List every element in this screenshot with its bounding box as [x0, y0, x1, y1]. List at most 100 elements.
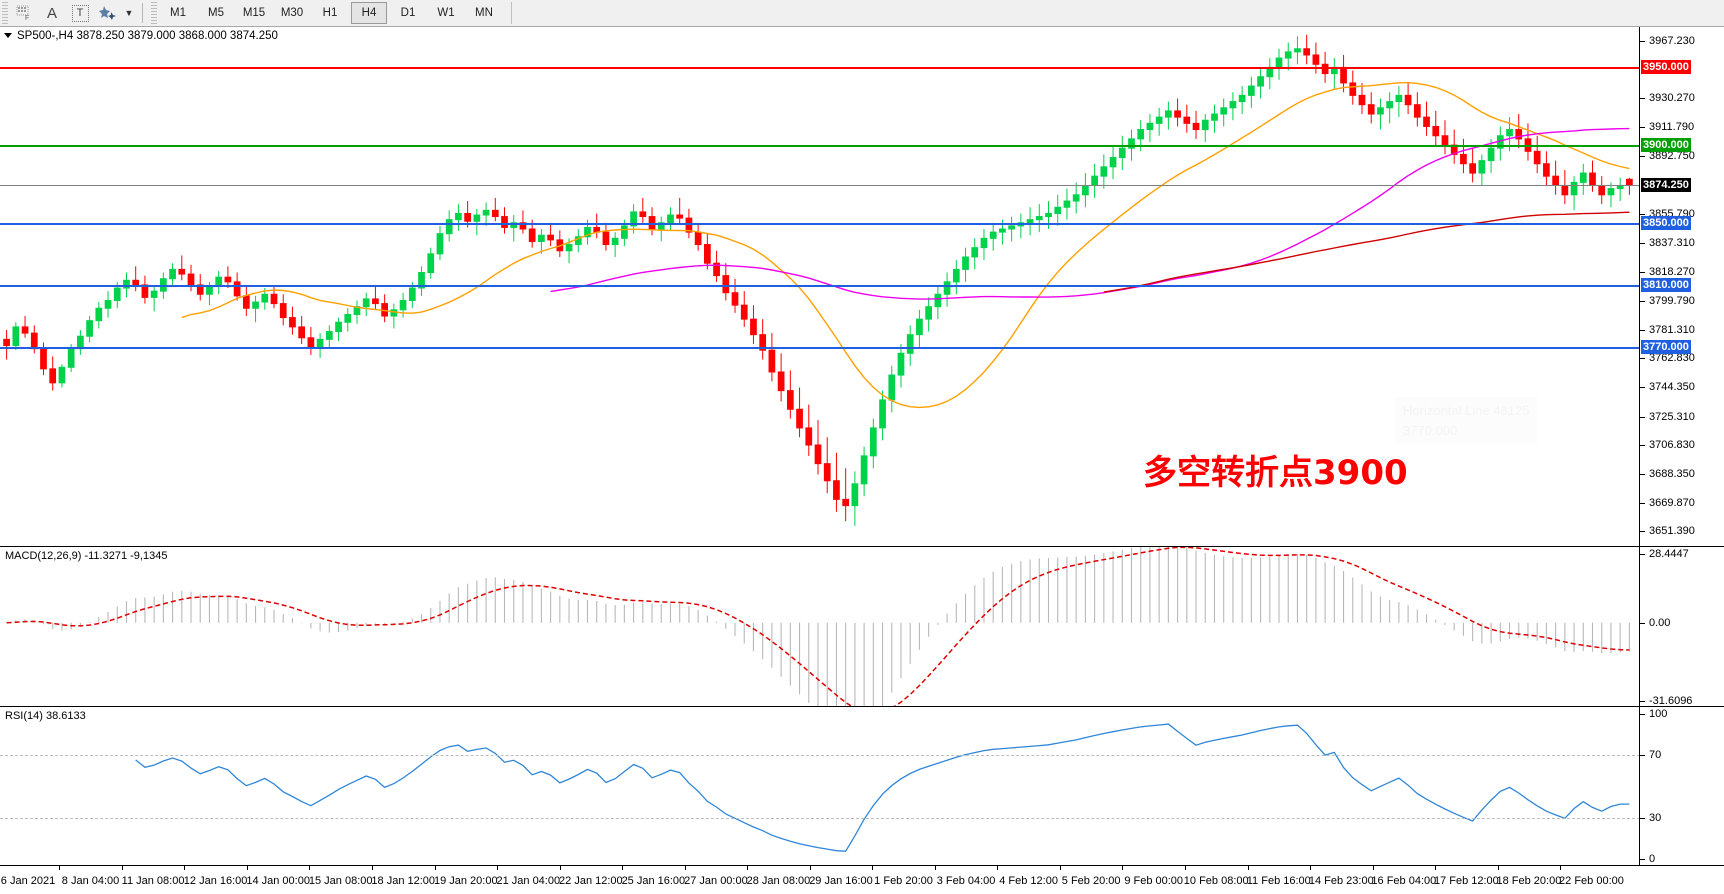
time-axis-label: 8 Jan 04:00 [61, 875, 120, 887]
horizontal-line-3770-000[interactable] [0, 347, 1640, 350]
text-label-tool-icon[interactable]: T [66, 1, 94, 25]
horizontal-line-3874-250[interactable] [0, 185, 1640, 187]
rsi-axis-tick: 70 [1640, 749, 1661, 761]
time-axis-tick [497, 866, 499, 870]
macd-pane[interactable]: MACD(12,26,9) -11.3271 -9,1345 28.4447 0.… [0, 546, 1724, 707]
timeframe-button-m1[interactable]: M1 [170, 7, 186, 19]
crosshair-grid-icon[interactable]: F [10, 1, 38, 25]
time-axis-tick [1372, 866, 1374, 870]
price-pane[interactable]: SP500-,H4 3878.250 3879.000 3868.000 387… [0, 27, 1724, 546]
time-axis-label: 28 Jan 08:00 [746, 875, 811, 887]
time-axis-tick [622, 866, 624, 870]
time-axis[interactable]: 6 Jan 2021 8 Jan 04:00 11 Jan 08:00 12 Jan … [0, 865, 1724, 894]
price-axis-tick: 3781.310 [1640, 324, 1695, 336]
chart-toolbar: F A T ▼ M1 M5 M15 M30 H1 H4 D1 W1 MN [0, 0, 1724, 27]
time-axis-label: 14 Jan 00:00 [246, 875, 310, 887]
time-axis-tick [1059, 866, 1061, 870]
time-axis-label: 17 Feb 12:00 [1433, 875, 1499, 887]
symbol-header: SP500-,H4 3878.250 3879.000 3868.000 387… [4, 30, 278, 42]
time-axis-tick [434, 866, 436, 870]
time-axis-tick [1560, 866, 1562, 870]
macd-axis-tick: 0.00 [1640, 617, 1670, 629]
time-axis-tick [872, 866, 874, 870]
rsi-level-30 [0, 818, 1640, 820]
price-axis-tick: 3688.350 [1640, 468, 1695, 480]
horizontal-line-3810-000[interactable] [0, 284, 1640, 287]
price-plot-area[interactable] [0, 27, 1724, 546]
toolbar-grip[interactable] [2, 2, 8, 24]
price-axis-tick: 3818.270 [1640, 266, 1695, 278]
price-tag-3770-000[interactable]: 3770.000 [1641, 340, 1691, 355]
time-axis-tick [246, 866, 248, 870]
timeframe-button-m15[interactable]: M15 [242, 7, 266, 19]
macd-axis-tick: 28.4447 [1640, 548, 1689, 560]
rsi-level-70 [0, 754, 1640, 756]
time-axis-label: 1 Feb 20:00 [874, 875, 933, 887]
time-axis-label: 22 Jan 12:00 [559, 875, 623, 887]
price-tag-3874-250[interactable]: 3874.250 [1641, 178, 1691, 193]
macd-indicator-label: MACD(12,26,9) -11.3271 -9,1345 [5, 550, 168, 562]
tooltip-line-name: Horizontal Line 48125 [1403, 403, 1530, 418]
time-axis-tick [121, 866, 123, 870]
price-axis[interactable]: 3967.230 3930.270 3911.790 3892.750 3855.790… [1639, 27, 1724, 546]
chart-annotation-text[interactable]: 多空转折点3900 [1143, 453, 1408, 493]
text-tool-icon[interactable]: A [46, 4, 57, 22]
timeframe-button-m30[interactable]: M30 [280, 7, 304, 19]
symbol-ohlc-text: SP500-,H4 3878.250 3879.000 3868.000 387… [17, 30, 278, 42]
time-axis-tick [184, 866, 186, 870]
chart-menu-caret-icon[interactable] [4, 33, 12, 39]
rsi-axis-tick: 100 [1640, 708, 1667, 720]
rsi-axis[interactable]: 100 70 30 0 [1639, 707, 1724, 865]
shapes-tool-icon[interactable] [94, 1, 122, 25]
price-axis-tick: 3669.870 [1640, 497, 1695, 509]
toolbar-separator [142, 3, 143, 23]
timeframe-button-h4[interactable]: H4 [351, 2, 387, 24]
rsi-pane[interactable]: RSI(14) 38.6133 100 70 30 0 [0, 706, 1724, 865]
svg-text:F: F [25, 15, 29, 21]
chart-stack: SP500-,H4 3878.250 3879.000 3868.000 387… [0, 27, 1724, 865]
price-tag-3850-000[interactable]: 3850.000 [1641, 215, 1691, 230]
timeframe-bar: M1 M5 M15 M30 H1 H4 D1 W1 MN [159, 2, 503, 24]
timeframe-button-h1[interactable]: H1 [322, 7, 338, 19]
moving-average-120 [1103, 211, 1630, 293]
horizontal-line-3950-000[interactable] [0, 67, 1640, 70]
price-axis-tick: 3799.790 [1640, 295, 1695, 307]
moving-average-60 [550, 127, 1630, 300]
horizontal-line-3900-000[interactable] [0, 145, 1640, 148]
time-axis-label: 6 Jan 2021 [0, 875, 56, 887]
timeframe-button-mn[interactable]: MN [475, 7, 493, 19]
price-tag-3810-000[interactable]: 3810.000 [1641, 277, 1691, 292]
horizontal-line-3850-000[interactable] [0, 222, 1640, 225]
macd-axis[interactable]: 28.4447 0.00 -31.6096 [1639, 547, 1724, 707]
shapes-dropdown-icon[interactable]: ▼ [124, 8, 134, 18]
time-axis-label: 3 Feb 04:00 [936, 875, 996, 887]
time-axis-label: 19 Jan 20:00 [433, 875, 498, 887]
macd-signal-line [6, 547, 1630, 706]
price-tag-3900-000[interactable]: 3900.000 [1641, 138, 1691, 153]
time-axis-label: 12 Jan 16:00 [183, 875, 248, 887]
macd-series [6, 547, 1630, 706]
time-axis-label: 18 Feb 20:00 [1496, 875, 1562, 887]
price-tag-3950-000[interactable]: 3950.000 [1641, 60, 1691, 75]
timeframe-button-m5[interactable]: M5 [208, 7, 224, 19]
timeframe-grip[interactable] [151, 2, 157, 24]
price-axis-tick: 3744.350 [1640, 381, 1695, 393]
timeframe-button-d1[interactable]: D1 [400, 7, 416, 19]
rsi-series [135, 723, 1630, 852]
candlestick-series [3, 34, 1633, 526]
time-axis-label: 9 Feb 00:00 [1124, 875, 1184, 887]
time-axis-label: 21 Jan 04:00 [496, 875, 561, 887]
price-axis-tick: 3892.750 [1640, 150, 1695, 162]
time-axis-label: 10 Feb 08:00 [1183, 875, 1249, 887]
timeframe-button-w1[interactable]: W1 [437, 7, 455, 19]
rsi-plot-area[interactable] [0, 707, 1724, 865]
horizontal-line-tooltip: Horizontal Line 48125 3770.000 [1395, 397, 1538, 444]
tooltip-line-value: 3770.000 [1403, 422, 1458, 438]
price-axis-tick: 3911.790 [1640, 121, 1694, 133]
rsi-indicator-label: RSI(14) 38.6133 [5, 710, 86, 722]
macd-plot-area[interactable] [0, 547, 1724, 706]
price-axis-tick: 3725.310 [1640, 411, 1695, 423]
rsi-axis-tick: 0 [1640, 853, 1655, 865]
time-axis-label: 15 Jan 08:00 [308, 875, 373, 887]
